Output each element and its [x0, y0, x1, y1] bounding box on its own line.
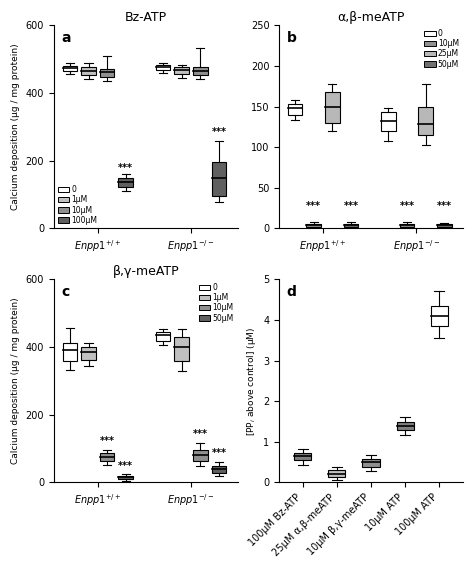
Bar [306, 224, 321, 227]
Bar [212, 162, 226, 196]
Text: a: a [61, 31, 71, 46]
Text: c: c [61, 286, 70, 299]
Bar [288, 104, 302, 115]
Legend: 0, 10μM, 25μM, 50μM: 0, 10μM, 25μM, 50μM [424, 29, 459, 68]
Legend: 0, 1μM, 10μM, 100μM: 0, 1μM, 10μM, 100μM [58, 185, 98, 225]
Text: ***: *** [118, 461, 133, 471]
Text: ***: *** [211, 448, 227, 458]
Bar [212, 465, 226, 473]
Bar [81, 347, 96, 360]
Y-axis label: Calcium deposition (μg / mg protein): Calcium deposition (μg / mg protein) [11, 298, 20, 464]
Text: ***: *** [100, 436, 115, 446]
Bar [156, 332, 171, 341]
Bar [118, 476, 133, 480]
Legend: 0, 1μM, 10μM, 50μM: 0, 1μM, 10μM, 50μM [199, 283, 234, 323]
Bar [344, 224, 358, 227]
Bar [294, 453, 311, 460]
Bar [397, 422, 413, 431]
Bar [63, 66, 77, 71]
Bar [156, 64, 171, 71]
Text: ***: *** [344, 201, 358, 211]
Bar [63, 343, 77, 361]
Title: Bz-ATP: Bz-ATP [125, 11, 167, 24]
Bar [381, 112, 396, 131]
Bar [193, 67, 208, 76]
Bar [437, 224, 452, 227]
Bar [430, 306, 447, 326]
Text: ***: *** [437, 201, 452, 211]
Bar [100, 453, 115, 461]
Text: ***: *** [211, 127, 227, 137]
Title: β,γ-meATP: β,γ-meATP [112, 265, 179, 278]
Bar [193, 450, 208, 461]
Text: ***: *** [306, 201, 321, 211]
Bar [174, 67, 189, 75]
Text: ***: *** [400, 201, 414, 211]
Bar [363, 459, 380, 467]
Bar [174, 337, 189, 361]
Bar [81, 67, 96, 76]
Y-axis label: [PP$_i$ above control] (μM): [PP$_i$ above control] (μM) [245, 326, 257, 435]
Bar [118, 178, 133, 187]
Bar [418, 106, 433, 135]
Text: ***: *** [193, 429, 208, 439]
Text: d: d [286, 286, 296, 299]
Text: ***: *** [118, 163, 133, 172]
Text: b: b [286, 31, 296, 46]
Y-axis label: Calcium deposition (μg / mg protein): Calcium deposition (μg / mg protein) [11, 44, 20, 210]
Title: α,β-meATP: α,β-meATP [337, 11, 405, 24]
Bar [328, 471, 346, 477]
Bar [325, 92, 340, 123]
Bar [400, 224, 414, 227]
Bar [100, 69, 115, 77]
